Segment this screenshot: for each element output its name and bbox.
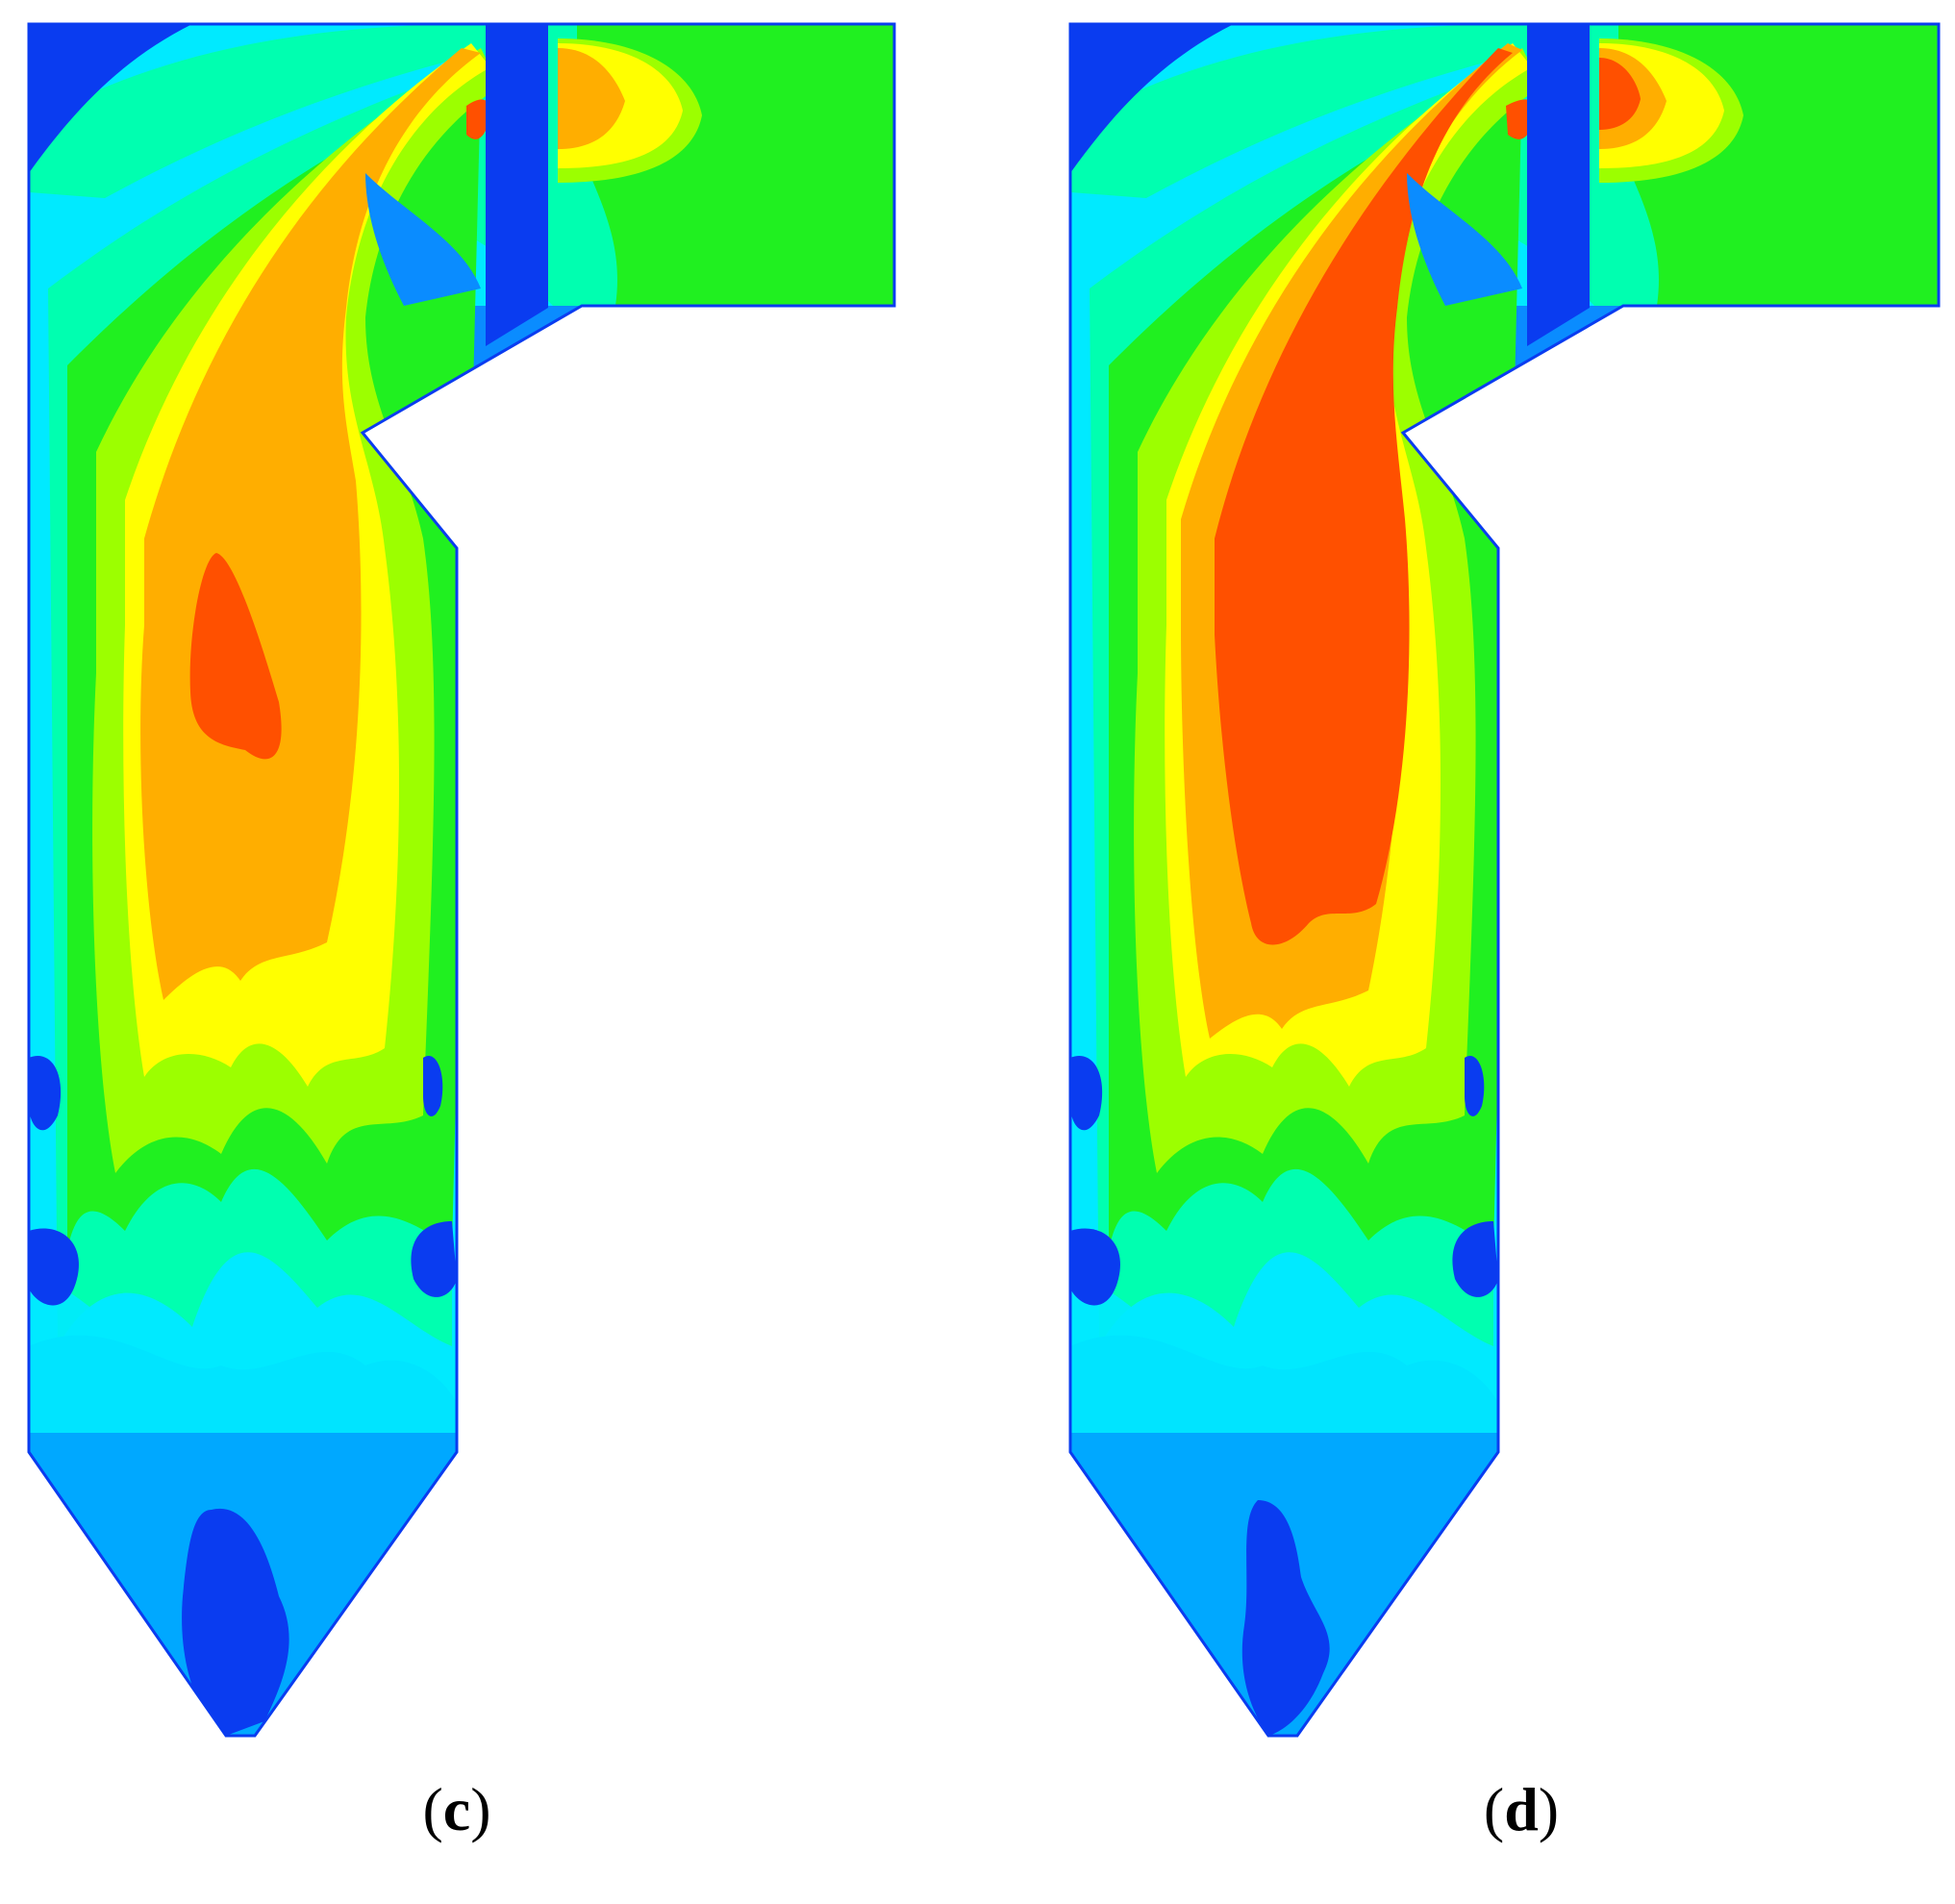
outline-d xyxy=(1068,22,1941,1738)
panel-c: (c) xyxy=(0,0,977,1904)
caption-close: ) xyxy=(470,1775,491,1843)
baffle-c xyxy=(486,24,548,346)
caption-open: ( xyxy=(422,1775,443,1843)
caption-letter: c xyxy=(442,1775,471,1843)
caption-open: ( xyxy=(1483,1775,1505,1843)
caption-letter: d xyxy=(1504,1775,1539,1843)
outline-c xyxy=(27,22,896,1738)
baffle-d xyxy=(1527,24,1590,346)
caption-d: (d) xyxy=(1425,1774,1617,1845)
contour-plot-c xyxy=(27,22,896,1738)
contour-plot-d xyxy=(1068,22,1941,1738)
panel-d: (d) xyxy=(977,0,1954,1904)
caption-c: (c) xyxy=(361,1774,553,1845)
caption-close: ) xyxy=(1538,1775,1560,1843)
contour-field-d xyxy=(1070,24,1939,1736)
contour-field-c xyxy=(29,24,894,1736)
